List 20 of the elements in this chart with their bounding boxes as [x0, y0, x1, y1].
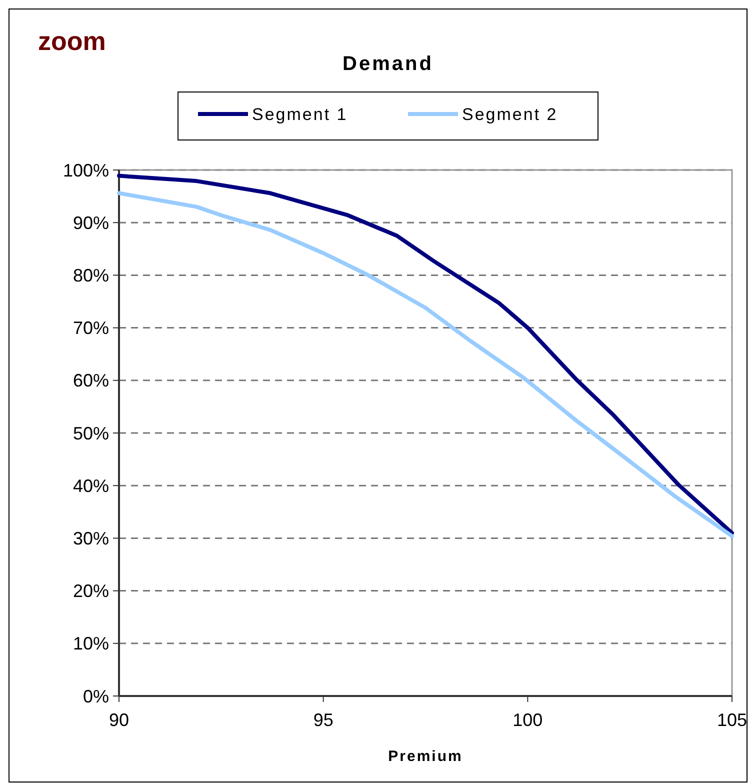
y-tick-label: 80% [72, 266, 109, 286]
legend-label: Segment 1 [252, 104, 348, 124]
y-tick-label: 20% [72, 581, 109, 602]
y-tick-label: 0% [82, 686, 109, 706]
x-axis-title: Premium [388, 748, 463, 765]
y-tick-label: 50% [72, 423, 109, 444]
y-tick-label: 10% [72, 634, 109, 654]
x-tick-label: 95 [313, 710, 334, 730]
y-tick-label: 90% [72, 212, 109, 233]
y-tick-label: 70% [72, 318, 109, 338]
y-tick-label: 30% [72, 528, 109, 548]
x-tick-label: 105 [716, 710, 748, 730]
y-tick-label: 100% [62, 160, 109, 180]
x-tick-label: 100 [512, 710, 543, 730]
text: zoom [38, 26, 106, 56]
chart-title: Demand [342, 53, 434, 75]
legend-label: Segment 2 [462, 104, 558, 124]
y-tick-label: 40% [72, 476, 109, 496]
y-tick-label: 60% [72, 370, 109, 391]
x-tick-label: 90 [108, 710, 130, 730]
